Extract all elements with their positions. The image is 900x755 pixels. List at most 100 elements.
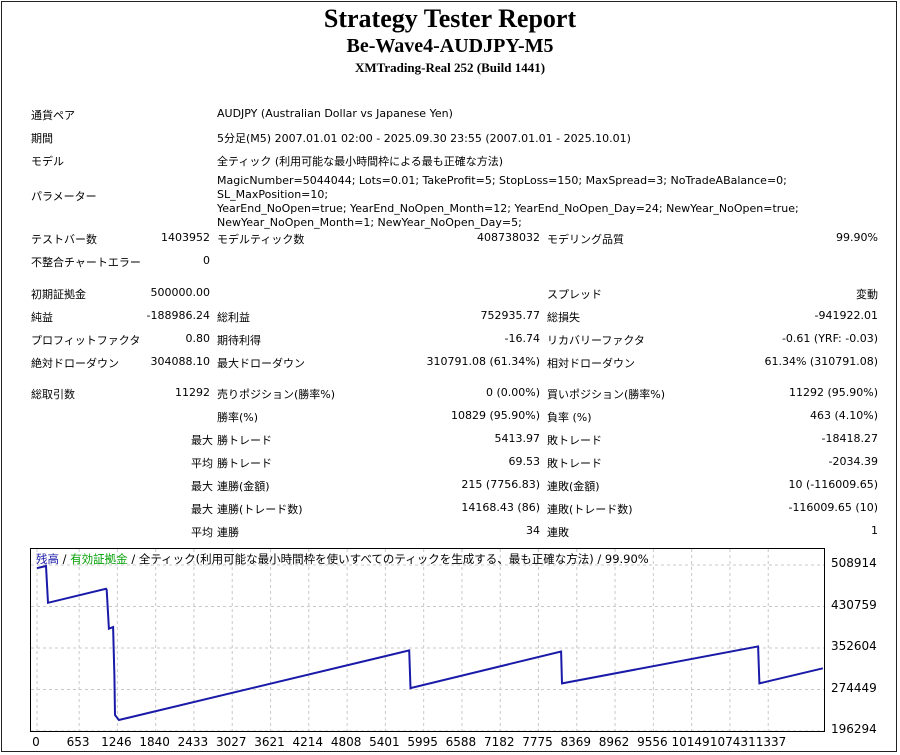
label: 総取引数: [31, 388, 75, 401]
label: 勝トレード: [217, 434, 272, 447]
label: 買いポジション(勝率%): [547, 388, 666, 401]
row-symbol: 通貨ペア AUDJPY (Australian Dollar vs Japane…: [0, 107, 900, 123]
label: 負率 (%): [547, 411, 592, 424]
x-tick-label: 10149: [671, 735, 710, 749]
value: -18418.27: [821, 432, 878, 445]
value: 500000.00: [150, 286, 211, 299]
report-title: Strategy Tester Report: [323, 4, 577, 33]
label: 勝トレード: [217, 457, 272, 470]
label: モデルティック数: [217, 233, 305, 246]
label: パラメーター: [31, 190, 97, 203]
x-tick-label: 1840: [139, 735, 170, 749]
label: 敗トレード: [547, 434, 602, 447]
balance-chart: [30, 548, 825, 732]
label: 通貨ペア: [31, 109, 75, 122]
label: 純益: [31, 311, 53, 324]
label: 平均: [191, 526, 213, 539]
param-line: MagicNumber=5044044; Lots=0.01; TakeProf…: [217, 174, 787, 201]
row-cons-count: 最大 連勝(トレード数) 14168.43 (86) 連敗(トレード数) -11…: [0, 501, 900, 517]
x-tick-label: 5401: [369, 735, 400, 749]
label: スプレッド: [547, 288, 602, 301]
label: リカバリーファクタ: [547, 334, 645, 347]
value: 463 (4.10%): [809, 409, 878, 422]
y-tick-label: 196294: [831, 722, 877, 736]
value: -2034.39: [828, 455, 878, 468]
value: AUDJPY (Australian Dollar vs Japanese Ye…: [217, 107, 453, 120]
legend-balance: 残高: [36, 552, 59, 566]
x-tick-label: 653: [66, 735, 90, 749]
label: 総利益: [217, 311, 250, 324]
x-tick-label: 9556: [637, 735, 668, 749]
value: -941922.01: [814, 309, 878, 322]
value: 408738032: [477, 231, 540, 244]
label: 期待利得: [217, 334, 261, 347]
expert-name: Be-Wave4-AUDJPY-M5: [346, 35, 554, 57]
row-average: 平均 勝トレード 69.53 敗トレード -2034.39: [0, 455, 900, 471]
x-tick-label: 3027: [215, 735, 247, 749]
label: モデリング品質: [547, 233, 624, 246]
row-trades: 総取引数 11292 売りポジション(勝率%) 0 (0.00%) 買いポジショ…: [0, 386, 900, 402]
value: -188986.24: [146, 309, 210, 322]
row-params: パラメーター: [0, 188, 900, 204]
x-tick-label: 7775: [522, 735, 553, 749]
row-avg-cons: 平均 連勝 34 連敗 1: [0, 524, 900, 540]
row-net: 純益 -188986.24 総利益 752935.77 総損失 -941922.…: [0, 309, 900, 325]
x-tick-label: 4808: [330, 735, 362, 749]
label: 期間: [31, 132, 53, 145]
label: 連敗(金額): [547, 480, 600, 493]
x-tick-label: 3621: [254, 735, 285, 749]
value: -16.74: [504, 332, 540, 345]
row-cons-money: 最大 連勝(金額) 215 (7756.83) 連敗(金額) 10 (-1160…: [0, 478, 900, 494]
row-largest: 最大 勝トレード 5413.97 敗トレード -18418.27: [0, 432, 900, 448]
label: 最大: [191, 503, 213, 516]
value: -116009.65 (10): [788, 501, 878, 514]
y-tick-label: 430759: [831, 597, 877, 612]
value: 1403952: [161, 231, 210, 244]
legend-equity: 有効証拠金: [70, 552, 128, 566]
value: 11292 (95.90%): [788, 386, 878, 399]
x-tick-label: 1246: [101, 735, 132, 749]
legend-rest: / 全ティック(利用可能な最小時間枠を使いすべてのティックを生成する、最も正確な…: [127, 552, 649, 566]
y-tick-label: 352604: [831, 639, 877, 653]
label: 絶対ドローダウン: [31, 357, 119, 370]
value: 69.53: [508, 455, 541, 468]
value: 5分足(M5) 2007.01.01 02:00 - 2025.09.30 23…: [217, 132, 631, 145]
label: 最大: [191, 480, 213, 493]
label: 連勝: [217, 526, 239, 539]
value: 5413.97: [494, 432, 541, 445]
value: 全ティック (利用可能な最小時間枠による最も正確な方法): [217, 155, 504, 168]
label: テストバー数: [31, 233, 97, 246]
value: 215 (7756.83): [461, 478, 540, 491]
x-tick-label: 6588: [445, 735, 477, 749]
y-tick-label: 508914: [831, 556, 877, 570]
row-deposit: 初期証拠金 500000.00 スプレッド 変動: [0, 286, 900, 302]
value: 0.80: [185, 332, 211, 345]
value: -0.61 (YRF: -0.03): [781, 332, 878, 345]
value: 0: [203, 254, 210, 267]
value: 14168.43 (86): [461, 501, 540, 514]
legend-sep: /: [59, 552, 71, 566]
row-pf: プロフィットファクタ 0.80 期待利得 -16.74 リカバリーファクタ -0…: [0, 332, 900, 348]
x-tick-label: 7182: [483, 735, 515, 749]
chart-legend: 残高 / 有効証拠金 / 全ティック(利用可能な最小時間枠を使いすべてのティック…: [36, 551, 649, 567]
x-tick-label: 5995: [407, 735, 438, 749]
label: 不整合チャートエラー: [31, 256, 141, 269]
balance-line: [36, 564, 824, 722]
label: 最大: [191, 434, 213, 447]
value: 1: [871, 524, 878, 537]
chart-plot: [31, 549, 824, 732]
value: 0 (0.00%): [485, 386, 540, 399]
parameters: MagicNumber=5044044; Lots=0.01; TakeProf…: [217, 174, 857, 230]
label: 勝率(%): [217, 411, 259, 424]
x-tick-label: 2433: [177, 735, 209, 749]
x-tick-label: 10743: [709, 735, 749, 749]
value: 61.34% (310791.08): [764, 355, 878, 368]
x-tick-label: 4214: [292, 735, 324, 749]
label: 初期証拠金: [31, 288, 86, 301]
value: 304088.10: [150, 355, 211, 368]
param-line: YearEnd_NoOpen=true; YearEnd_NoOpen_Mont…: [217, 202, 799, 215]
row-errors: 不整合チャートエラー 0: [0, 254, 900, 270]
x-tick-label: 11337: [748, 735, 787, 749]
row-bars: テストバー数 1403952 モデルティック数 408738032 モデリング品…: [0, 231, 900, 247]
label: 敗トレード: [547, 457, 602, 470]
